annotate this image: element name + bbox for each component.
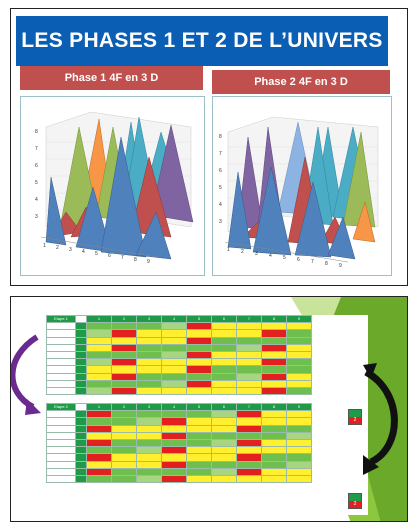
sheet-header-cell: 9: [286, 403, 312, 412]
svg-text:4: 4: [269, 253, 272, 259]
arrow-left-head-icon: [25, 399, 41, 415]
sheet-cell: [286, 460, 312, 469]
svg-text:4: 4: [219, 202, 222, 208]
sheet-cell: [286, 386, 312, 396]
table-row: [46, 336, 312, 345]
table-row: [46, 417, 312, 426]
svg-text:4: 4: [35, 197, 38, 203]
table-row: [46, 431, 312, 441]
phase2-3d-chart: 8 7 6 5 4 3 1 2 3 4 5 6 7 8 9: [212, 96, 392, 276]
sheet-cell: [286, 453, 312, 462]
svg-text:8: 8: [219, 134, 222, 140]
svg-text:8: 8: [35, 129, 38, 135]
sheet-cell: [286, 438, 312, 448]
sheet-cell: [286, 350, 312, 360]
sheet-cell: [286, 329, 312, 338]
sheet-cell: [286, 336, 312, 345]
svg-text:9: 9: [339, 263, 342, 269]
svg-text:3: 3: [69, 247, 72, 253]
phase1-label: Phase 1 4F en 3 D: [20, 66, 203, 90]
svg-text:8: 8: [325, 261, 328, 267]
svg-text:7: 7: [121, 255, 124, 261]
arrow-left-icon: [11, 334, 39, 410]
sheet-header-cell: 9: [286, 314, 312, 324]
svg-text:3: 3: [35, 214, 38, 220]
svg-text:5: 5: [219, 185, 222, 191]
svg-text:5: 5: [95, 251, 98, 257]
svg-text:4: 4: [82, 249, 85, 255]
svg-text:3: 3: [219, 219, 222, 225]
table-row: [46, 386, 312, 396]
table-row: [46, 410, 312, 419]
arrow-right-icon: [364, 368, 398, 466]
svg-text:6: 6: [297, 257, 300, 263]
side-badge-1: 2: [348, 409, 362, 425]
table-row: [46, 322, 312, 331]
sheet-cell: [286, 379, 312, 388]
svg-text:8: 8: [134, 257, 137, 263]
table-row: [46, 365, 312, 374]
svg-text:7: 7: [219, 151, 222, 157]
table-row: [46, 358, 312, 367]
sheet-cell: [286, 474, 312, 484]
phase2-label: Phase 2 4F en 3 D: [212, 70, 390, 94]
sheet-cell: [286, 322, 312, 331]
sheet-cell: [286, 365, 312, 374]
page-title: LES PHASES 1 ET 2 DE L’UNIVERS: [16, 16, 388, 66]
table-row: [46, 350, 312, 360]
svg-text:3: 3: [255, 251, 258, 257]
cycle-arrows: [11, 334, 398, 475]
svg-text:6: 6: [108, 253, 111, 259]
svg-text:7: 7: [311, 259, 314, 265]
table-row: [46, 379, 312, 388]
svg-text:2: 2: [241, 249, 244, 255]
table-row: [46, 329, 312, 338]
svg-text:6: 6: [35, 163, 38, 169]
sheet-cell: [286, 424, 312, 433]
svg-text:5: 5: [283, 255, 286, 261]
side-badge-2: 2: [348, 493, 362, 509]
table-row: [46, 343, 312, 352]
table-row: [46, 424, 312, 433]
svg-text:2: 2: [56, 245, 59, 251]
svg-text:9: 9: [147, 259, 150, 265]
sheet-cell: [286, 431, 312, 441]
svg-text:1: 1: [227, 247, 230, 253]
svg-text:7: 7: [35, 146, 38, 152]
table-row: [46, 467, 312, 476]
sheet-cell: [286, 343, 312, 352]
table-row: [46, 372, 312, 381]
svg-text:1: 1: [43, 243, 46, 249]
svg-text:5: 5: [35, 180, 38, 186]
svg-text:6: 6: [219, 168, 222, 174]
table-row: [46, 453, 312, 462]
sheet-cell: [286, 372, 312, 381]
sheet-cell: [286, 446, 312, 455]
sheet-cell: [286, 358, 312, 367]
sheet-cell: [286, 467, 312, 476]
arrow-right-head-icon: [363, 363, 377, 379]
sheet-cell: [286, 417, 312, 426]
table-row: [46, 438, 312, 448]
table-row: [46, 474, 312, 484]
table-row: [46, 460, 312, 469]
table-row: [46, 446, 312, 455]
sheet-cell: [286, 410, 312, 419]
phase1-3d-chart: 8 7 6 5 4 3 1 2 3 4 5 6 7 8 9: [20, 96, 205, 276]
